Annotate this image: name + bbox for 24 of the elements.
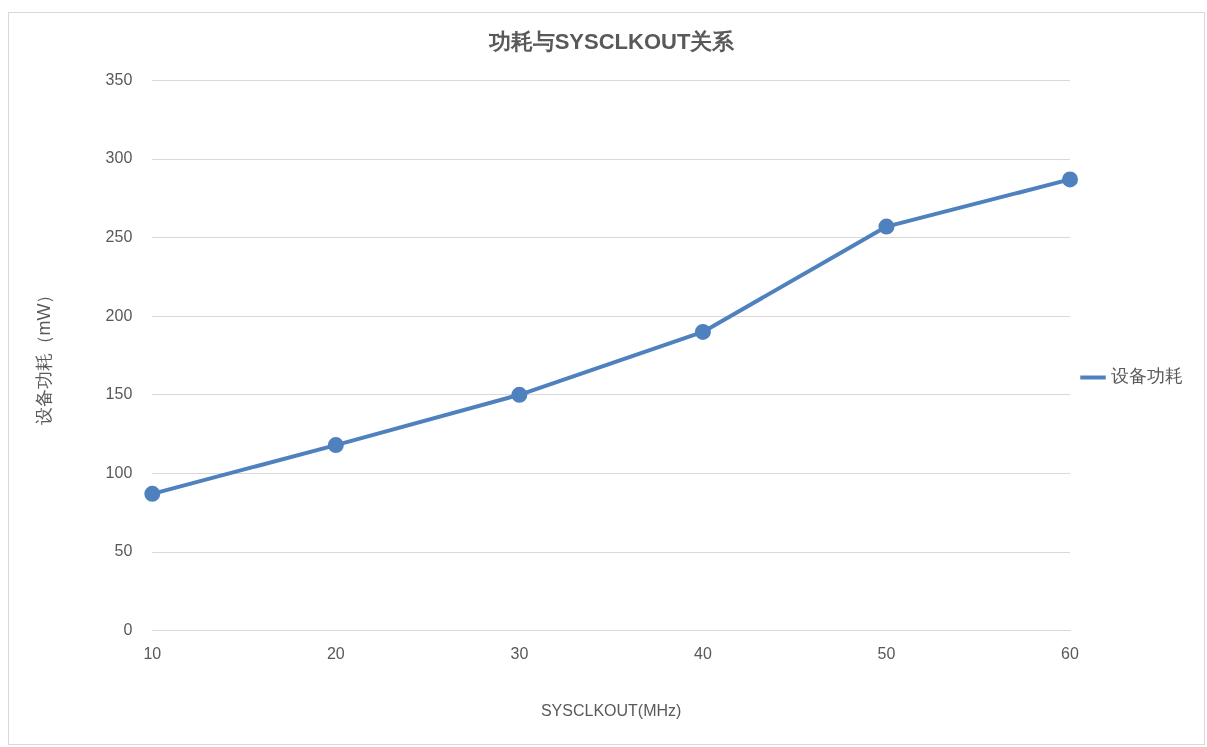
chart-title: 功耗与SYSCLKOUT关系: [487, 29, 736, 55]
x-tick-label: 10: [143, 644, 162, 662]
point: [1062, 171, 1078, 188]
y-tick-label: 200: [105, 306, 133, 324]
x-tick-label: 40: [694, 644, 712, 662]
point: [878, 218, 895, 235]
x-tick-label: 30: [510, 644, 529, 662]
y-tick-label: 250: [105, 228, 133, 246]
y-tick-label: 350: [105, 70, 133, 88]
legend-label: 设备功耗: [1111, 366, 1183, 387]
y-tick-label: 300: [105, 149, 133, 167]
x-tick-label: 60: [1061, 644, 1079, 662]
point: [144, 485, 161, 502]
point: [694, 323, 711, 340]
point: [327, 437, 344, 454]
y-tick-label: 0: [123, 621, 133, 639]
y-tick-label: 50: [114, 542, 133, 560]
y-axis-title: 设备功耗（mW）: [33, 285, 54, 426]
x-axis-title: SYSCLKOUT(MHz): [540, 701, 682, 719]
y-tick-label: 100: [105, 463, 133, 481]
x-tick-label: 50: [877, 644, 896, 662]
y-tick-label: 150: [105, 385, 133, 403]
x-tick-label: 20: [326, 644, 345, 662]
point: [511, 386, 528, 403]
